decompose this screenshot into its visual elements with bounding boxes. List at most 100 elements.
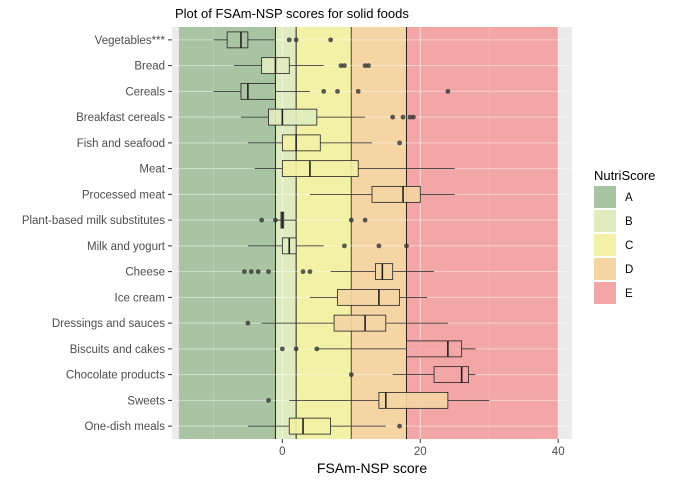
- outlier-point: [307, 269, 313, 275]
- box-cheese: [242, 263, 435, 281]
- outlier-point: [266, 397, 271, 403]
- box-milk-and-yogurt: [247, 237, 409, 255]
- outlier-point: [348, 217, 354, 223]
- box-bread: [234, 57, 371, 75]
- y-tick-label: Ice cream: [115, 292, 166, 304]
- y-tick-label: Processed meat: [82, 189, 166, 201]
- box-iqr: [433, 366, 469, 384]
- y-tick-label: Fish and seafood: [77, 138, 165, 150]
- zone-B: [275, 27, 297, 439]
- y-axis: Vegetables*** Bread Cereals Breakfast cerea…: [22, 35, 172, 433]
- outlier-point: [266, 269, 271, 275]
- y-tick-label: One-dish meals: [84, 421, 165, 433]
- box-biscuits-and-cakes: [279, 340, 476, 358]
- box-sweets: [266, 391, 490, 409]
- nutriscore-zones: [178, 27, 559, 439]
- y-tick-label: Dressings and sauces: [52, 318, 165, 330]
- outlier-point: [407, 114, 413, 120]
- outlier-point: [321, 88, 327, 94]
- box-dressings-and-sauces: [245, 314, 448, 332]
- y-tick-label: Milk and yogurt: [87, 241, 166, 253]
- box-iqr: [378, 391, 449, 409]
- y-tick-label: Biscuits and cakes: [70, 344, 165, 356]
- box-iqr: [281, 134, 321, 152]
- outlier-point: [314, 346, 320, 352]
- outlier-point: [404, 243, 409, 249]
- outlier-point: [242, 269, 247, 275]
- outlier-point: [335, 88, 340, 94]
- box-iqr: [371, 185, 421, 203]
- outlier-point: [366, 63, 371, 69]
- box-iqr: [268, 108, 318, 126]
- box-ice-cream: [309, 288, 428, 306]
- legend-key-B: [594, 210, 616, 232]
- box-iqr: [240, 82, 276, 100]
- outlier-point: [248, 269, 254, 275]
- legend-label-D: D: [625, 264, 633, 276]
- outlier-point: [300, 269, 306, 275]
- outlier-point: [362, 63, 368, 69]
- legend-label-E: E: [625, 288, 633, 300]
- outlier-point: [279, 346, 285, 352]
- box-iqr: [337, 288, 400, 306]
- x-axis-label: FSAm-NSP score: [317, 460, 427, 476]
- y-tick-label: Cheese: [125, 267, 165, 279]
- y-tick-label: Cereals: [125, 86, 165, 98]
- outlier-point: [410, 114, 416, 120]
- outlier-point: [293, 346, 299, 352]
- box-chocolate-products: [348, 366, 476, 384]
- legend-key-C: [594, 234, 616, 256]
- y-tick-label: Meat: [139, 164, 165, 176]
- outlier-point: [338, 63, 344, 69]
- box-iqr: [333, 314, 387, 332]
- x-tick-label: 0: [279, 446, 285, 458]
- legend-key-D: [594, 258, 616, 280]
- outlier-point: [293, 37, 299, 43]
- outlier-point: [376, 243, 382, 249]
- outlier-point: [255, 269, 261, 275]
- outlier-point: [397, 423, 402, 429]
- box-breakfast-cereals: [240, 108, 416, 126]
- outlier-point: [390, 114, 396, 120]
- box-iqr: [281, 160, 359, 178]
- chart-title: Plot of FSAm-NSP scores for solid foods: [175, 6, 409, 21]
- box-one-dish-meals: [247, 417, 402, 435]
- box-cereals: [213, 82, 451, 100]
- outlier-point: [259, 217, 265, 223]
- legend-title: NutriScore: [594, 168, 655, 183]
- y-tick-label: Bread: [134, 61, 165, 73]
- box-iqr: [288, 417, 332, 435]
- box-processed-meat: [309, 185, 455, 203]
- legend-key-E: [594, 282, 616, 304]
- legend-label-A: A: [625, 192, 633, 204]
- outlier-point: [245, 320, 251, 326]
- zone-D: [351, 27, 407, 439]
- legend-key-A: [594, 186, 616, 208]
- box-iqr: [226, 31, 249, 49]
- outlier-point: [348, 372, 354, 378]
- x-axis: 0 20 40: [279, 439, 565, 458]
- y-tick-label: Vegetables***: [95, 35, 166, 47]
- outlier-point: [445, 88, 451, 94]
- box-meat: [254, 160, 455, 178]
- box-plant-based-milk-substitutes: [259, 211, 368, 229]
- x-tick-label: 40: [552, 446, 565, 458]
- box-fish-and-seafood: [247, 134, 402, 152]
- outlier-point: [362, 217, 368, 223]
- outlier-point: [273, 217, 278, 223]
- box-series: [213, 31, 490, 435]
- zone-E: [406, 27, 559, 439]
- y-tick-label: Chocolate products: [66, 370, 165, 382]
- outlier-point: [328, 37, 334, 43]
- legend-label-C: C: [625, 240, 633, 252]
- outlier-point: [342, 243, 347, 249]
- y-tick-label: Sweets: [127, 395, 165, 407]
- box-iqr: [375, 263, 394, 281]
- outlier-point: [286, 37, 292, 43]
- outlier-point: [400, 114, 406, 120]
- outlier-point: [342, 63, 347, 69]
- outlier-point: [397, 140, 402, 146]
- y-tick-label: Breakfast cereals: [76, 112, 165, 124]
